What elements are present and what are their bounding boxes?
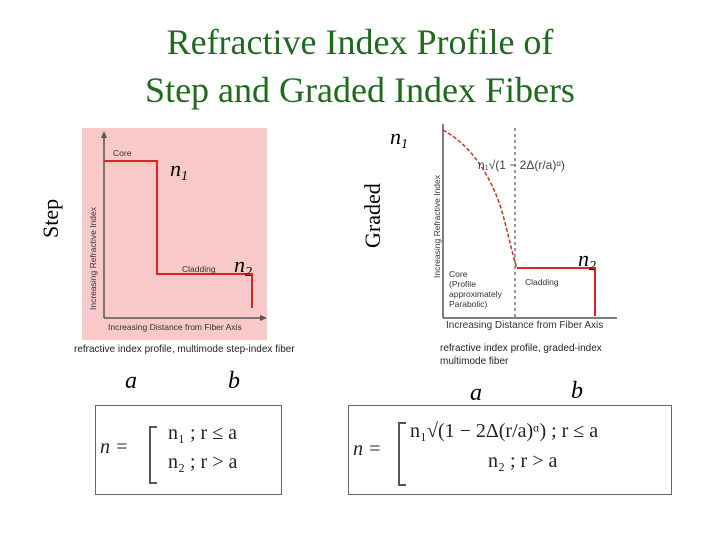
graded-n1-label: n1 [390, 124, 408, 152]
step-equation-brace [149, 426, 157, 484]
graded-equation-lhs: n = [353, 438, 382, 460]
step-a-label: a [125, 368, 137, 394]
graded-core-label: Core (Profile approximately Parabolic) [449, 269, 502, 309]
step-n1-label: n1 [170, 156, 188, 184]
step-y-arrow [101, 131, 107, 138]
title-line-2: Step and Graded Index Fibers [145, 70, 575, 110]
graded-profile-plot [442, 124, 617, 319]
graded-caption-2: multimode fiber [440, 356, 509, 367]
step-plot-background [82, 128, 267, 340]
graded-n2-label: n2 [578, 246, 596, 274]
step-index-curve [104, 160, 253, 308]
graded-b-label: b [571, 378, 583, 404]
step-profile-plot [101, 131, 267, 321]
graded-equation-case-1: n₁√(1 − 2Δ(r/a)ᵅ) ; r ≤ a [410, 420, 599, 442]
step-equation-box [95, 405, 282, 495]
step-equation-lhs: n = [100, 436, 129, 458]
graded-caption-1: refractive index profile, graded-index [440, 343, 602, 354]
graded-x-axis-label: Increasing Distance from Fiber Axis [446, 320, 604, 331]
step-x-arrow [260, 315, 267, 321]
step-x-axis-label: Increasing Distance from Fiber Axis [108, 322, 242, 332]
graded-equation-brace [398, 422, 406, 486]
step-equation-case-1: n₁ ; r ≤ a [168, 422, 238, 444]
step-caption: refractive index profile, multimode step… [74, 344, 295, 355]
graded-index-curve [442, 129, 518, 269]
step-side-label: Step [38, 198, 63, 238]
graded-side-label: Graded [360, 183, 385, 248]
graded-y-axis-label: Increasing Refractive Index [432, 175, 442, 278]
graded-cladding-line [517, 267, 596, 316]
graded-cladding-label: Cladding [525, 277, 559, 287]
step-b-label: b [228, 368, 240, 394]
step-n2-label: n2 [234, 252, 252, 280]
step-cladding-label: Cladding [182, 264, 216, 274]
graded-a-label: a [470, 380, 482, 406]
title-line-1: Refractive Index Profile of [166, 22, 554, 62]
graded-formula-label: n₁√(1 − 2Δ(r/a)ᵅ) [478, 158, 565, 172]
step-y-axis-label: Increasing Refractive Index [88, 207, 98, 310]
graded-equation-box [348, 405, 672, 495]
step-core-label: Core [113, 148, 132, 158]
step-equation-case-2: n₂ ; r > a [168, 451, 238, 473]
graded-equation-case-2: n₂ ; r > a [488, 450, 558, 472]
